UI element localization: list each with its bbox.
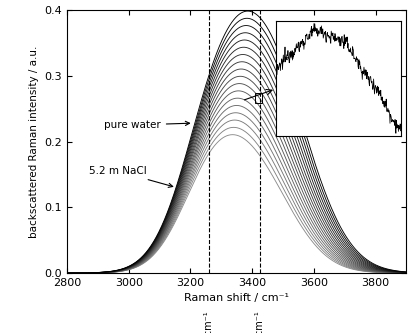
Text: 3260 cm⁻¹: 3260 cm⁻¹	[204, 311, 214, 333]
Text: 5.2 m NaCl: 5.2 m NaCl	[89, 166, 173, 187]
Bar	[255, 93, 262, 103]
Y-axis label: backscattered Raman intensity / a.u.: backscattered Raman intensity / a.u.	[29, 45, 39, 238]
Text: 3425 cm⁻¹: 3425 cm⁻¹	[255, 311, 265, 333]
X-axis label: Raman shift / cm⁻¹: Raman shift / cm⁻¹	[184, 293, 289, 303]
Text: pure water: pure water	[104, 120, 189, 130]
